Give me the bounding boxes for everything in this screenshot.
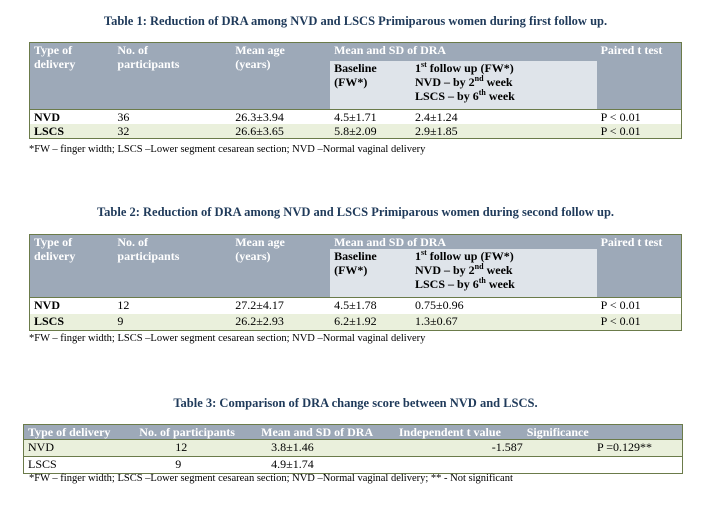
table1: Type of delivery No. of participants Mean … (29, 42, 682, 139)
t3-cell-n: 12 (135, 439, 258, 457)
t2-header-participants: No. of participants (113, 234, 232, 298)
t2-cell-n: 12 (113, 297, 232, 314)
t3-header-participants: No. of participants (135, 424, 258, 440)
t1-cell-n: 32 (113, 124, 232, 139)
t1-fu-line1: 1st follow up (FW*) (415, 60, 514, 76)
t1-header-type: Type of delivery (29, 42, 114, 110)
table2-note: *FW – finger width; LSCS –Lower segment … (29, 333, 426, 344)
t1-cell-baseline: 4.5±1.71 (330, 109, 411, 124)
t3-cell-mean: 4.9±1.74 (257, 456, 395, 474)
t3-cell-sig (522, 456, 683, 474)
t3-cell-sig: P =0.129** (522, 439, 683, 457)
t3-cell-n: 9 (135, 456, 258, 474)
t3-header-mean: Mean and SD of DRA (257, 424, 395, 440)
t1-header-participants: No. of participants (113, 42, 232, 110)
t1-cell-age: 26.6±3.65 (231, 124, 331, 139)
t1-cell-type: NVD (29, 109, 114, 124)
table-row: LSCS 9 4.9±1.74 (23, 456, 683, 474)
t2-header-mean-age: Mean age (years) (231, 234, 331, 298)
table3-caption: Table 3: Comparison of DRA change score … (173, 396, 538, 410)
t2-cell-age: 26.2±2.93 (231, 314, 331, 331)
t1-header-followup: 1st follow up (FW*) NVD – by 2nd week LS… (411, 61, 597, 110)
table-row: NVD 12 3.8±1.46 -1.587 P =0.129** (23, 439, 683, 457)
table2-caption: Table 2: Reduction of DRA among NVD and … (96, 205, 615, 219)
t1-cell-fu: 2.9±1.85 (411, 124, 597, 139)
t2-fu-line1: 1st follow up (FW*) (415, 248, 514, 264)
table-row: LSCS 9 26.2±2.93 6.2±1.92 1.3±0.67 P < 0… (29, 314, 682, 331)
t2-cell-type: LSCS (29, 314, 114, 331)
t2-cell-type: NVD (29, 297, 114, 314)
t2-cell-p: P < 0.01 (596, 314, 682, 331)
t1-fu-line3: LSCS – by 6th week (415, 88, 515, 104)
t1-header-mean-age: Mean age (years) (231, 42, 331, 110)
table-row: LSCS 32 26.6±3.65 5.8±2.09 2.9±1.85 P < … (29, 124, 682, 139)
table-row: NVD 36 26.3±3.94 4.5±1.71 2.4±1.24 P < 0… (29, 109, 682, 124)
table3: Type of delivery No. of participants Mea… (23, 424, 683, 474)
t3-cell-t (394, 456, 523, 474)
t2-header-type: Type of delivery (29, 234, 114, 298)
table-row: NVD 12 27.2±4.17 4.5±1.78 0.75±0.96 P < … (29, 297, 682, 314)
t1-cell-fu: 2.4±1.24 (411, 109, 597, 124)
t1-header-baseline: Baseline (FW*) (330, 61, 411, 110)
t3-cell-t: -1.587 (394, 439, 523, 457)
t2-header-baseline: Baseline (FW*) (330, 249, 411, 298)
t2-header-followup: 1st follow up (FW*) NVD – by 2nd week LS… (411, 249, 597, 298)
t2-cell-age: 27.2±4.17 (231, 297, 331, 314)
t3-header-type: Type of delivery (23, 424, 136, 440)
t1-cell-p: P < 0.01 (596, 124, 682, 139)
t1-cell-p: P < 0.01 (596, 109, 682, 124)
t1-cell-type: LSCS (29, 124, 114, 139)
t2-cell-n: 9 (113, 314, 232, 331)
t2-header-ttest: Paired t test (596, 234, 682, 298)
t2-fu-line2: NVD – by 2nd week (415, 262, 513, 278)
t2-fu-line3: LSCS – by 6th week (415, 276, 515, 292)
t2-cell-fu: 0.75±0.96 (411, 297, 597, 314)
table1-caption: Table 1: Reduction of DRA among NVD and … (103, 14, 608, 28)
t2-cell-p: P < 0.01 (596, 297, 682, 314)
t1-fu-line2: NVD – by 2nd week (415, 74, 513, 90)
table2: Type of delivery No. of participants Mean … (29, 234, 682, 331)
t2-cell-baseline: 4.5±1.78 (330, 297, 411, 314)
t2-cell-baseline: 6.2±1.92 (330, 314, 411, 331)
t1-cell-baseline: 5.8±2.09 (330, 124, 411, 139)
table1-note: *FW – finger width; LSCS –Lower segment … (29, 144, 426, 155)
t1-header-dra: Mean and SD of DRA (330, 42, 597, 61)
t1-cell-n: 36 (113, 109, 232, 124)
t2-cell-fu: 1.3±0.67 (411, 314, 597, 331)
t1-cell-age: 26.3±3.94 (231, 109, 331, 124)
t2-header-dra: Mean and SD of DRA (330, 234, 597, 249)
t3-cell-mean: 3.8±1.46 (257, 439, 395, 457)
t1-header-ttest: Paired t test (596, 42, 682, 110)
t3-header-significance: Significance (522, 424, 683, 440)
t3-cell-type: LSCS (23, 456, 136, 474)
t3-cell-type: NVD (23, 439, 136, 457)
t3-header-t: Independent t value (394, 424, 523, 440)
table3-note: *FW – finger width; LSCS –Lower segment … (29, 473, 513, 484)
